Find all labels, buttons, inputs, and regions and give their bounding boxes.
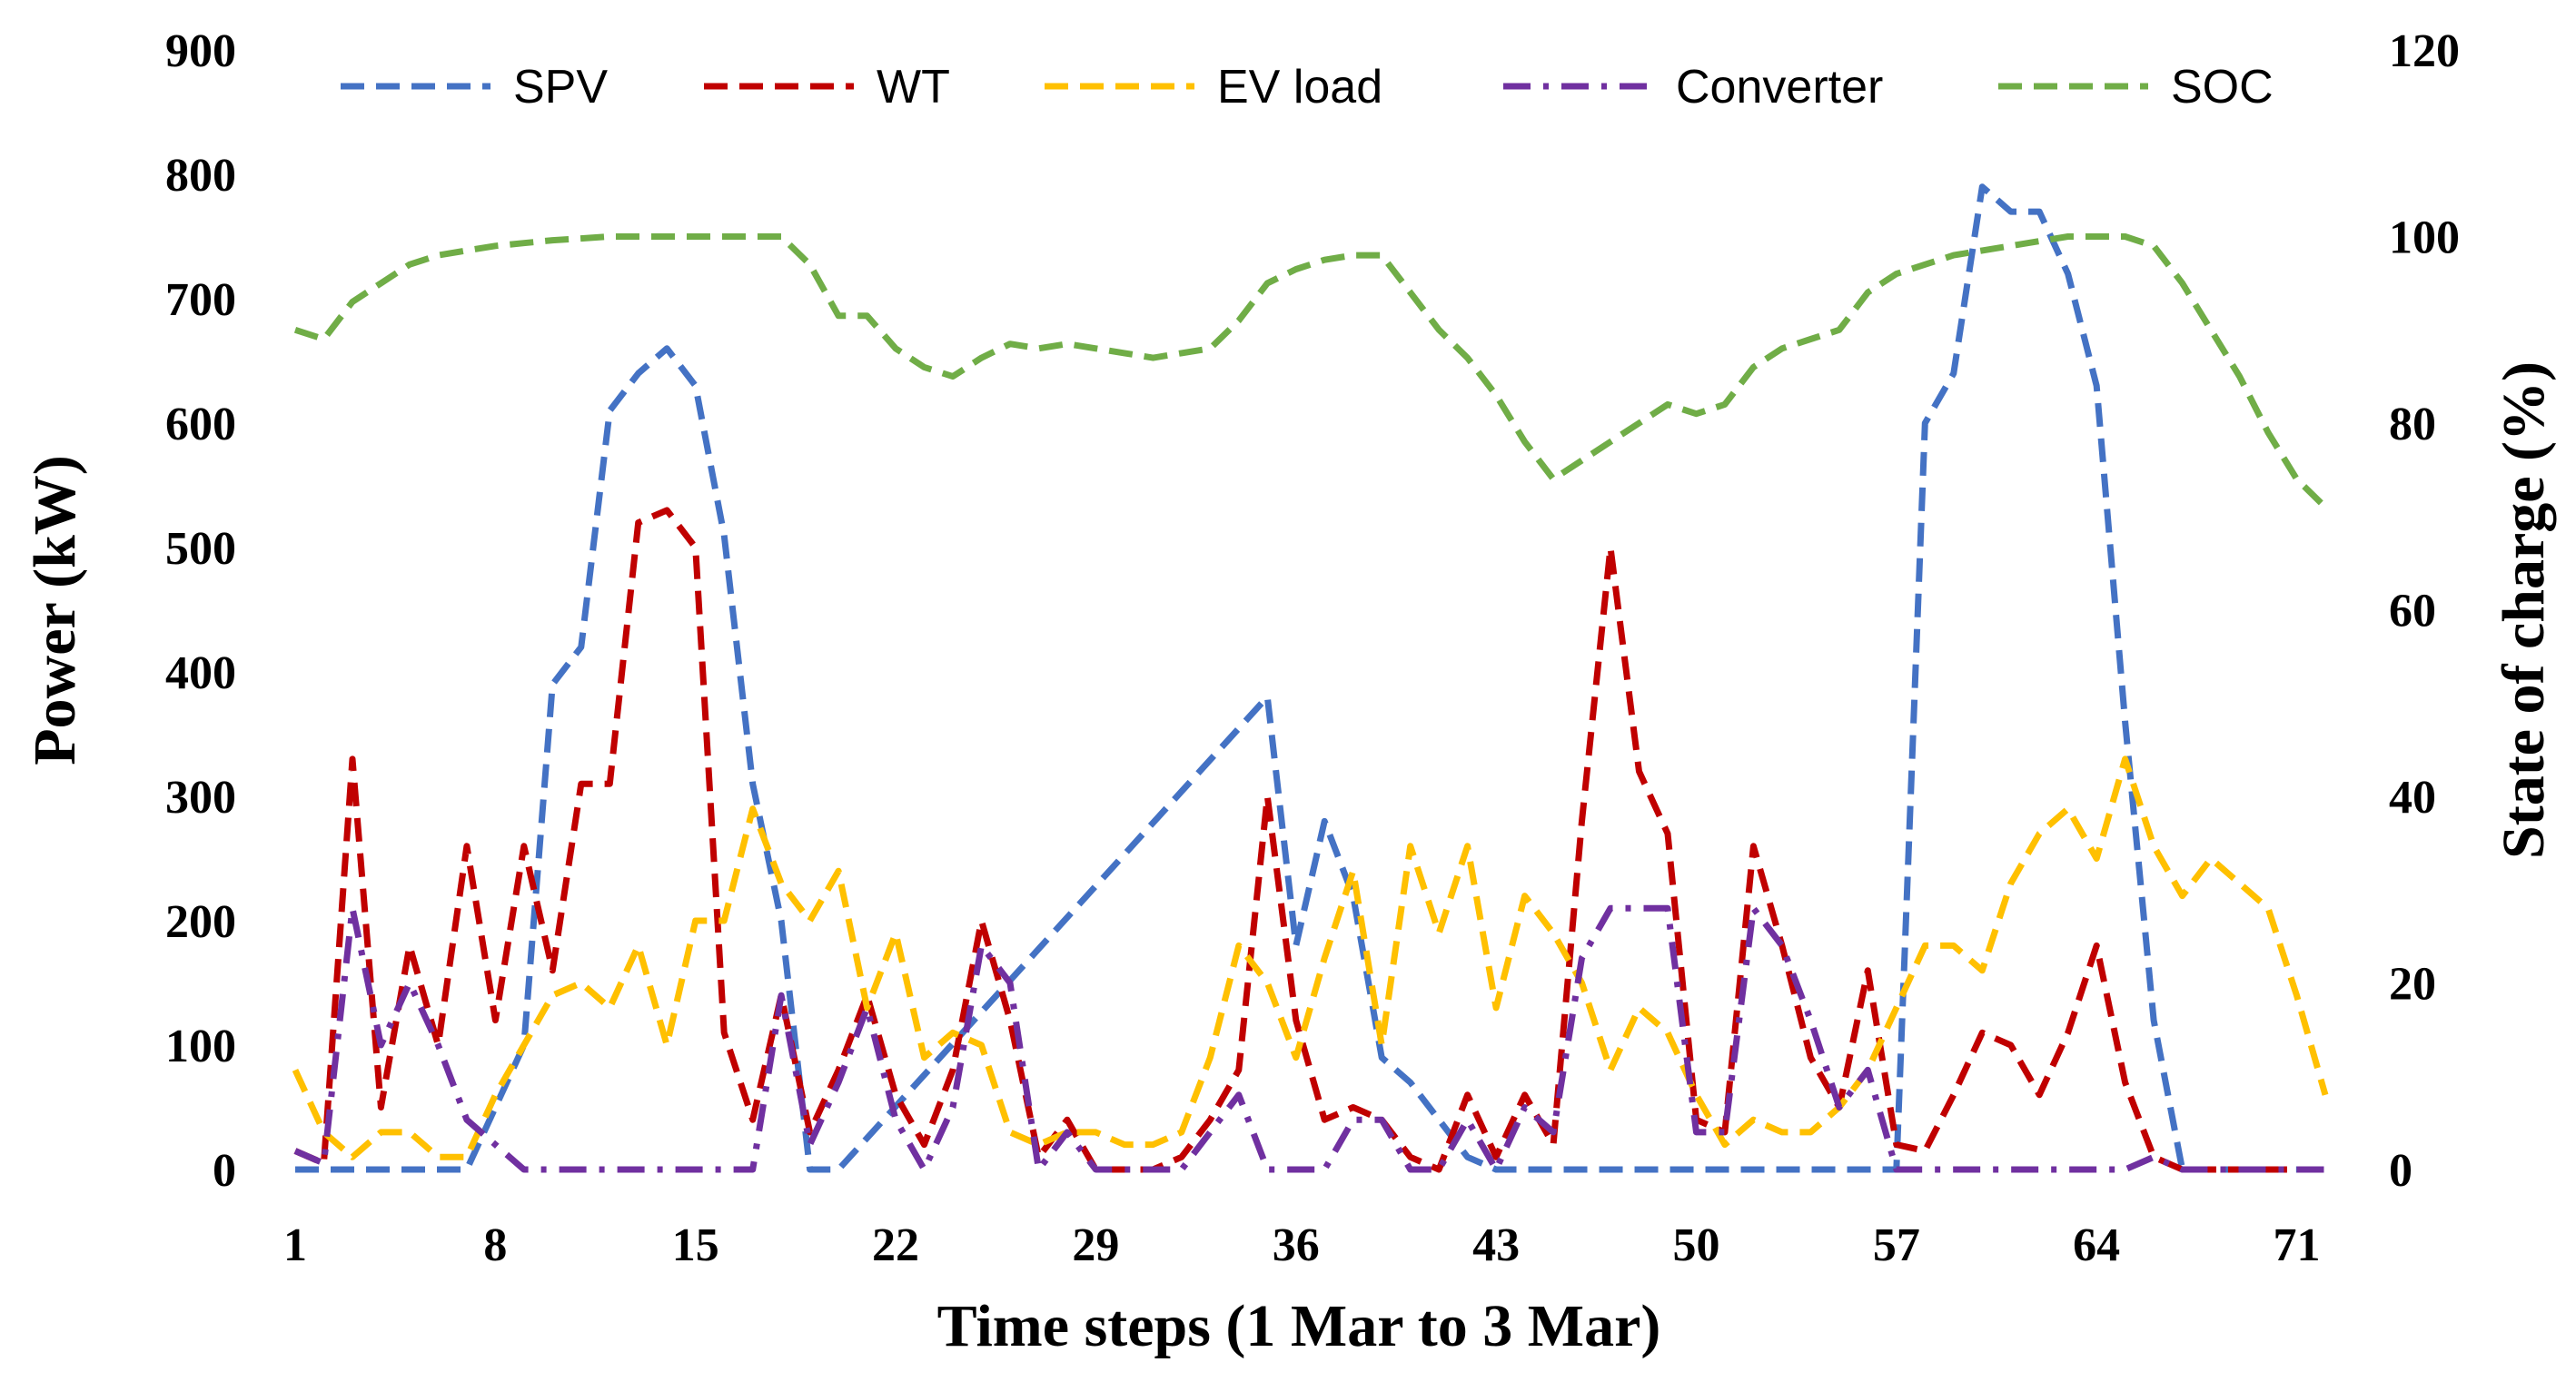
y2-tick-label: 40 [2389,772,2436,824]
y-tick-label: 200 [165,896,236,948]
series-line-wt [293,507,2325,1173]
x-tick-label: 29 [1072,1219,1119,1271]
x-tick-label: 50 [1672,1219,1719,1271]
x-tick-label: 15 [672,1219,719,1271]
y2-tick-label: 0 [2389,1145,2413,1197]
series-line-soc [293,233,2328,509]
plot-lines [292,183,2329,1173]
y2-axis-title: State of charge (%) [2491,361,2557,859]
series-line-ev-load [292,755,2329,1160]
x-axis-title: Time steps (1 Mar to 3 Mar) [937,1293,1661,1359]
legend-label-spv: SPV [513,61,608,114]
y-tick-label: 0 [213,1145,236,1197]
legend-label-converter: Converter [1676,61,1883,114]
legend: SPV WT EV load Converter SOC [341,61,2274,114]
y-tick-label: 300 [165,772,236,824]
y2-tick-label: 80 [2389,399,2436,450]
legend-label-soc: SOC [2171,61,2274,114]
x-tick-label: 22 [872,1219,919,1271]
y2-tick-label: 20 [2389,959,2436,1011]
x-tick-label: 71 [2274,1219,2321,1271]
x-tick-label: 43 [1472,1219,1520,1271]
series-line-converter [293,904,2325,1173]
x-tick-label: 1 [283,1219,307,1271]
axes: 0 100 200 300 400 500 600 700 800 900 0 20 40 60 80 100… [165,25,2460,1271]
y-tick-label: 600 [165,399,236,450]
legend-label-wt: WT [877,61,950,114]
x-tick-label: 8 [483,1219,507,1271]
x-tick-label: 36 [1273,1219,1320,1271]
y2-tick-label: 120 [2389,25,2460,77]
y-tick-label: 900 [165,25,236,77]
series-line-spv [295,183,2325,1173]
x-tick-label: 64 [2073,1219,2120,1271]
y2-tick-label: 100 [2389,212,2460,264]
x-tick-label: 57 [1873,1219,1920,1271]
y-axis-title: Power (kW) [22,455,88,765]
y-tick-label: 400 [165,647,236,699]
y-tick-label: 100 [165,1021,236,1072]
legend-label-ev-load: EV load [1217,61,1382,114]
y2-tick-label: 60 [2389,586,2436,637]
y-tick-label: 800 [165,150,236,202]
y-tick-label: 500 [165,523,236,575]
y-tick-label: 700 [165,274,236,326]
